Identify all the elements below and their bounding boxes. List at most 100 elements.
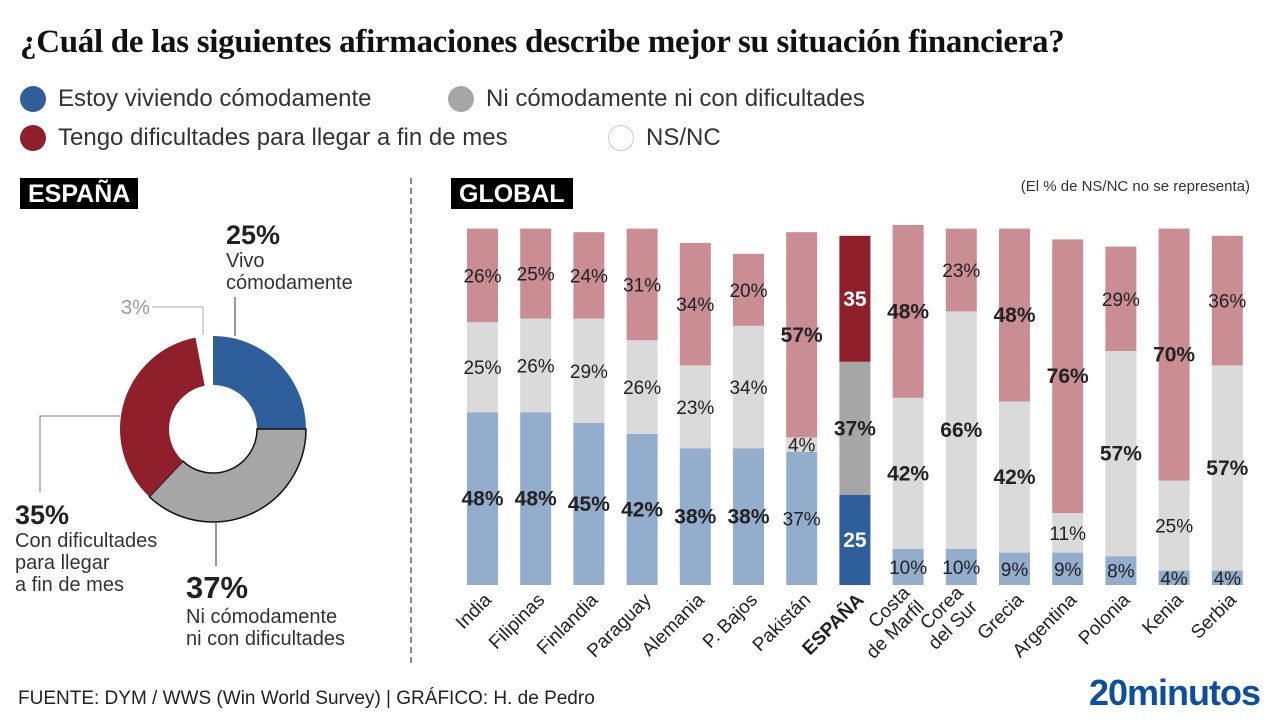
nsnc-note: (El % de NS/NC no se representa) <box>1020 178 1250 195</box>
donut-slice-0 <box>213 336 306 429</box>
category-label: Coreadel Sur <box>910 582 982 654</box>
bar-data-label: 9% <box>1001 560 1029 581</box>
bar-segment <box>839 235 871 362</box>
bar-data-label: 9% <box>1054 560 1082 581</box>
legend-label: Estoy viviendo cómodamente <box>58 85 372 112</box>
bar-data-label: 57% <box>781 324 823 347</box>
bar-data-label: 34% <box>729 378 767 399</box>
bar-data-label: 20% <box>729 281 767 302</box>
bar-data-label: 26% <box>463 266 501 287</box>
donut-text: Vivo <box>226 250 265 272</box>
bar-segment <box>1158 480 1190 571</box>
bar-segment <box>467 322 498 413</box>
donut-text: para llegar <box>15 552 110 574</box>
legend-dot-gray-icon <box>448 86 474 112</box>
bar-segment <box>892 397 924 549</box>
bar-segment <box>679 448 711 585</box>
source-credit: FUENTE: DYM / WWS (Win World Survey) | G… <box>18 688 595 709</box>
donut-slice-1 <box>148 428 307 523</box>
legend-dot-white-icon <box>608 125 634 151</box>
donut-label-comfortable: 25% Vivo cómodamente <box>226 220 353 294</box>
bar-segment <box>999 401 1030 553</box>
legend-dot-red-icon <box>20 125 46 151</box>
global-stacked-bar-chart: 48%25%26%India48%26%25%Filipinas45%29%24… <box>452 225 1249 663</box>
legend-label: Ni cómodamente ni con dificultades <box>486 85 865 112</box>
legend-item-nsnc: NS/NC <box>608 124 721 152</box>
bar-data-label: 38% <box>674 506 716 529</box>
bar-data-label: 25% <box>463 358 501 379</box>
bar-segment <box>1105 351 1137 557</box>
bar-data-label: 66% <box>940 419 982 442</box>
bar-segment <box>945 311 977 549</box>
bar-data-label: 48% <box>461 488 503 511</box>
bar-segment <box>999 552 1030 585</box>
bar-segment <box>1211 570 1243 585</box>
bar-data-label: 23% <box>942 261 980 282</box>
category-label: Polonia <box>1075 589 1135 649</box>
bar-data-label: 76% <box>1047 365 1089 388</box>
chart-title: ¿Cuál de las siguientes afirmaciones des… <box>20 24 1065 60</box>
bar-segment <box>733 325 764 449</box>
bar-segment <box>1105 556 1137 585</box>
bar-data-label: 35 <box>843 288 867 311</box>
bar-data-label: 4% <box>1214 569 1242 590</box>
bar-data-label: 4% <box>788 436 816 457</box>
donut-label-difficult: 35% Con dificultades para llegar a fin d… <box>15 500 157 596</box>
donut-pct-difficult: 35% <box>15 500 70 530</box>
category-label: Serbia <box>1187 589 1241 643</box>
spain-section-tag: ESPAÑA <box>20 178 139 209</box>
bar-segment <box>945 549 977 585</box>
bar-segment <box>1052 239 1084 513</box>
donut-slice-2 <box>120 337 205 497</box>
legend-item-neither: Ni cómodamente ni con dificultades <box>448 85 865 113</box>
category-label: India <box>452 589 496 633</box>
bar-data-label: 4% <box>1160 569 1188 590</box>
bar-segment <box>1158 570 1190 585</box>
bar-data-label: 10% <box>889 558 927 579</box>
bar-segment <box>573 232 605 319</box>
bar-segment <box>679 243 711 366</box>
bar-segment <box>679 365 711 449</box>
category-label: Kenia <box>1138 589 1188 639</box>
bar-data-label: 31% <box>623 275 661 296</box>
spain-donut-chart <box>39 297 307 566</box>
bar-segment <box>626 433 658 585</box>
bar-segment <box>626 228 658 341</box>
bar-segment <box>786 437 818 452</box>
bar-data-label: 57% <box>1100 443 1142 466</box>
bar-segment <box>733 448 764 585</box>
bar-data-label: 37% <box>834 417 876 440</box>
brand-logo: 20minutos <box>1088 672 1261 713</box>
bar-segment <box>573 423 605 585</box>
bar-segment <box>1211 365 1243 571</box>
donut-text: cómodamente <box>226 272 353 294</box>
donut-text: ni con dificultades <box>186 628 345 650</box>
bar-data-label: 38% <box>727 506 769 529</box>
bar-segment <box>573 318 605 423</box>
leader-line-difficult <box>39 415 120 492</box>
leader-line-nsnc <box>152 306 204 335</box>
bar-data-label: 23% <box>676 398 714 419</box>
bar-segment <box>1052 513 1084 553</box>
bar-data-label: 57% <box>1206 457 1248 480</box>
legend-label: NS/NC <box>646 124 721 151</box>
bar-data-label: 42% <box>621 498 663 521</box>
bar-data-label: 10% <box>942 558 980 579</box>
bar-segment <box>1105 246 1137 351</box>
global-section-tag: GLOBAL <box>451 178 573 209</box>
bar-segment <box>520 318 552 413</box>
bar-segment <box>520 412 552 585</box>
bar-data-label: 37% <box>783 509 821 530</box>
bar-segment <box>999 228 1030 402</box>
donut-label-nsnc: 3% <box>121 297 150 319</box>
bar-data-label: 29% <box>1102 290 1140 311</box>
bar-data-label: 29% <box>570 362 608 383</box>
bar-segment <box>1052 552 1084 585</box>
donut-text: Ni cómodamente <box>186 606 338 628</box>
bar-segment <box>892 225 924 398</box>
section-divider <box>410 178 412 663</box>
donut-text: Con dificultades <box>15 530 158 552</box>
legend-item-comfortable: Estoy viviendo cómodamente <box>20 85 372 113</box>
legend-label: Tengo dificultades para llegar a fin de … <box>58 124 508 151</box>
bar-data-label: 34% <box>676 295 714 316</box>
